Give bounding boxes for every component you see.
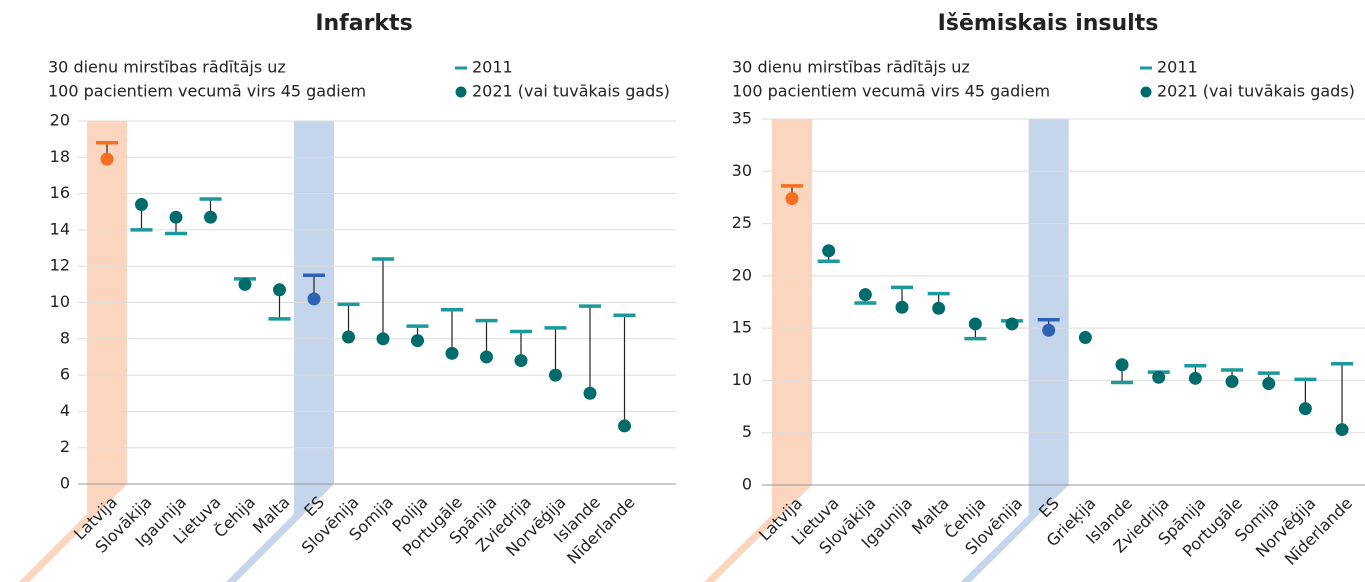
y-tick-label: 15 (732, 318, 752, 337)
marker-2021 (1335, 423, 1349, 437)
y-tick-label: 10 (732, 370, 752, 389)
y-tick-label: 25 (732, 213, 752, 232)
y-tick-label: 6 (60, 365, 70, 384)
marker-2021 (858, 288, 872, 302)
legend-swatch (455, 86, 467, 98)
marker-2021 (583, 386, 597, 400)
y-tick-label: 4 (60, 401, 70, 420)
y-tick-label: 18 (50, 147, 70, 166)
y-tick-label: 16 (50, 183, 70, 202)
legend-label: 2021 (vai tuvākais gads) (472, 82, 670, 101)
y-tick-label: 0 (742, 475, 752, 494)
marker-2021 (1188, 371, 1202, 385)
highlight-band (226, 121, 334, 582)
y-tick-label: 14 (50, 219, 70, 238)
subtitle: 30 dienu mirstības rādītājs uz (48, 58, 286, 77)
y-tick-label: 5 (742, 422, 752, 441)
highlight-band (960, 119, 1069, 582)
marker-2021 (932, 301, 946, 315)
marker-2021 (785, 191, 799, 205)
y-tick-label: 30 (732, 161, 752, 180)
marker-2021 (135, 197, 148, 211)
subtitle: 100 pacientiem vecumā virs 45 gadiem (732, 82, 1050, 101)
marker-2021 (618, 419, 631, 433)
marker-2021 (411, 334, 424, 348)
marker-2021 (100, 152, 114, 166)
marker-2021 (1042, 323, 1056, 337)
marker-2021 (1152, 370, 1166, 384)
marker-2021 (968, 317, 982, 331)
marker-2021 (1005, 317, 1019, 331)
marker-2021 (169, 210, 183, 224)
y-tick-label: 10 (50, 292, 70, 311)
marker-2021 (445, 346, 459, 360)
chart-title: Infarkts (315, 11, 412, 36)
marker-2021 (1078, 331, 1092, 345)
marker-2021 (376, 332, 390, 346)
marker-2021 (1298, 402, 1312, 416)
y-tick-label: 20 (50, 111, 70, 130)
y-tick-label: 2 (60, 437, 70, 456)
highlight-band (19, 121, 127, 582)
highlight-band (704, 119, 812, 582)
marker-2021 (822, 244, 836, 258)
marker-2021 (1225, 374, 1239, 388)
subtitle: 100 pacientiem vecumā virs 45 gadiem (48, 82, 366, 101)
y-tick-label: 12 (50, 256, 70, 275)
marker-2021 (273, 283, 286, 297)
marker-2021 (1262, 377, 1276, 391)
y-tick-label: 8 (60, 328, 70, 347)
subtitle: 30 dienu mirstības rādītājs uz (732, 58, 970, 77)
marker-2021 (480, 350, 493, 364)
marker-2021 (204, 210, 217, 224)
legend-swatch (1140, 86, 1152, 98)
y-tick-label: 20 (732, 265, 752, 284)
marker-2021 (514, 354, 528, 368)
marker-2021 (238, 277, 252, 291)
marker-2021 (307, 292, 321, 306)
marker-2021 (895, 300, 909, 314)
legend-label: 2011 (472, 58, 513, 77)
y-tick-label: 0 (60, 474, 70, 493)
y-tick-label: 35 (732, 109, 752, 128)
legend-label: 2011 (1157, 58, 1198, 77)
legend-label: 2021 (vai tuvākais gads) (1157, 82, 1355, 101)
marker-2021 (1115, 358, 1129, 372)
marker-2021 (549, 368, 562, 382)
marker-2021 (342, 330, 355, 344)
chart-title: Išēmiskais insults (938, 11, 1159, 36)
